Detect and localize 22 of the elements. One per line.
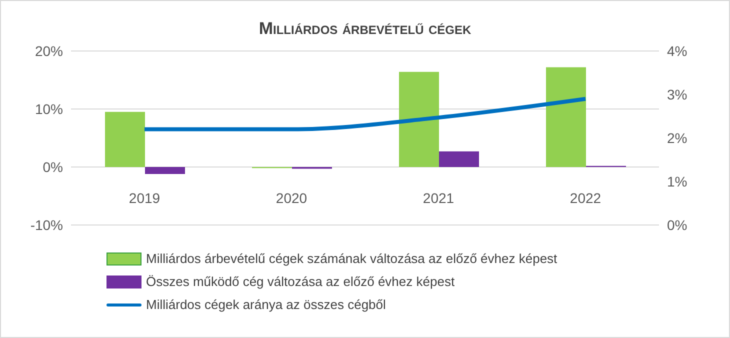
y2-tick-label: 0% xyxy=(667,216,688,233)
bar xyxy=(105,112,145,167)
y2-tick-label: 1% xyxy=(667,173,688,190)
y2-tick-label: 2% xyxy=(667,130,688,146)
x-tick-label: 2020 xyxy=(276,190,308,206)
y2-tick-label: 3% xyxy=(667,86,688,102)
y-tick-label: -10% xyxy=(30,216,63,233)
y-tick-label: 0% xyxy=(42,158,63,175)
bar xyxy=(439,151,479,167)
bar xyxy=(145,167,185,174)
x-tick-label: 2019 xyxy=(128,190,160,206)
y-tick-label: 20% xyxy=(34,42,63,59)
legend-label: Milliárdos árbevételű cégek számának változása az előző évhez képest xyxy=(146,251,558,266)
y-tick-label: 10% xyxy=(34,100,63,117)
legend-label: Összes működő cég változása az előző évhez képest xyxy=(146,274,455,289)
legend-label: Milliárdos cégek aránya az összes cégből xyxy=(146,297,386,312)
x-tick-label: 2022 xyxy=(570,190,602,206)
y2-tick-label: 4% xyxy=(667,42,688,59)
x-tick-label: 2021 xyxy=(422,190,454,206)
bar xyxy=(546,67,586,167)
chart-title: Milliárdos árbevételű cégek xyxy=(258,19,472,39)
bar xyxy=(399,72,439,167)
